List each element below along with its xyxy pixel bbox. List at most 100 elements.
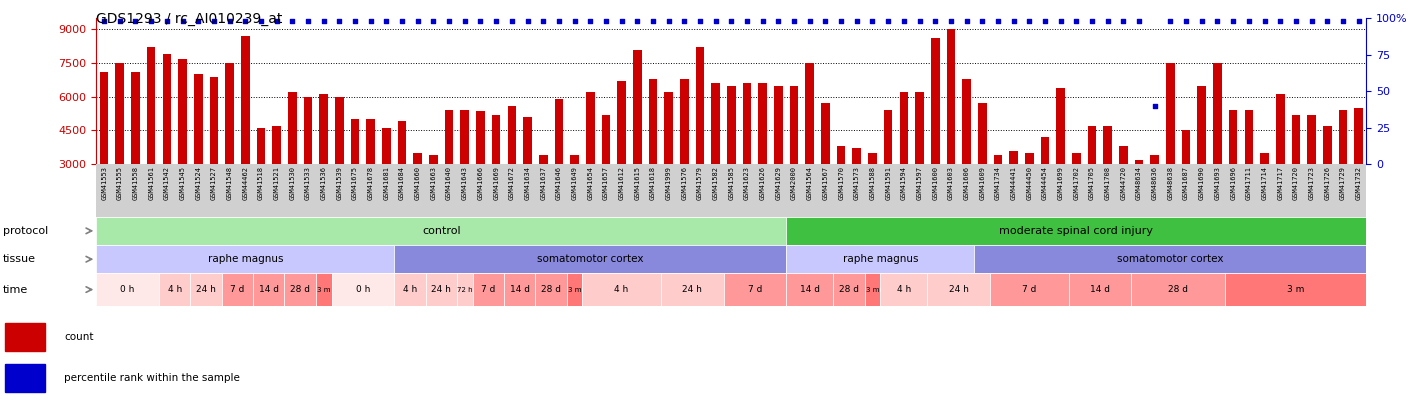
Text: GSM42000: GSM42000 (792, 166, 797, 200)
Text: 14 d: 14 d (1090, 285, 1110, 294)
Bar (994, 155, 1003, 164)
Text: GSM44454: GSM44454 (1042, 166, 1048, 200)
Text: 28 d: 28 d (541, 285, 561, 294)
Point (1191, 18, 1214, 24)
Point (280, 18, 303, 24)
Text: 4 h: 4 h (167, 285, 181, 294)
Text: time: time (3, 285, 28, 294)
Text: GSM41548: GSM41548 (227, 166, 232, 200)
Text: GSM41623: GSM41623 (743, 166, 750, 200)
Bar (253, 273, 285, 306)
Text: GSM41539: GSM41539 (337, 166, 343, 200)
Point (1065, 18, 1087, 24)
Bar (287, 92, 296, 164)
Text: GSM41615: GSM41615 (634, 166, 640, 200)
Bar (881, 273, 927, 306)
Text: GSM41687: GSM41687 (1184, 166, 1189, 200)
Point (1003, 18, 1025, 24)
Text: raphe magnus: raphe magnus (208, 254, 283, 264)
Point (579, 18, 602, 24)
Text: somatomotor cortex: somatomotor cortex (537, 254, 643, 264)
Bar (1245, 110, 1253, 164)
Text: tissue: tissue (3, 254, 35, 264)
Point (391, 18, 413, 24)
Bar (566, 273, 582, 306)
Text: GSM41594: GSM41594 (901, 166, 906, 200)
Point (1331, 18, 1354, 24)
Bar (1229, 110, 1238, 164)
Text: GSM41533: GSM41533 (304, 166, 312, 200)
Bar (163, 54, 171, 164)
Point (1253, 18, 1276, 24)
Point (845, 18, 868, 24)
Bar (426, 273, 457, 306)
Text: GSM48638: GSM48638 (1167, 166, 1174, 200)
Text: GSM41711: GSM41711 (1246, 166, 1252, 200)
Text: GSM41606: GSM41606 (963, 166, 970, 200)
Point (1347, 18, 1369, 24)
Bar (4, 324, 45, 351)
Point (156, 18, 178, 24)
Text: GSM41618: GSM41618 (650, 166, 656, 200)
Bar (225, 63, 234, 164)
Text: GSM41585: GSM41585 (728, 166, 735, 200)
Text: GSM41690: GSM41690 (1199, 166, 1205, 200)
Bar (963, 79, 971, 164)
Point (1096, 18, 1119, 24)
Text: percentile rank within the sample: percentile rank within the sample (65, 373, 241, 383)
Point (109, 18, 132, 24)
Text: 3 m: 3 m (317, 287, 330, 292)
Bar (1056, 88, 1065, 164)
Point (956, 18, 978, 24)
Bar (743, 83, 752, 164)
Text: GSM41681: GSM41681 (384, 166, 389, 200)
Point (971, 18, 994, 24)
Text: 3 m: 3 m (1287, 285, 1304, 294)
Bar (336, 97, 344, 164)
Bar (868, 153, 877, 164)
Point (1175, 18, 1198, 24)
Point (125, 18, 147, 24)
Point (610, 18, 633, 24)
Bar (272, 126, 280, 164)
Point (940, 18, 963, 24)
Text: GSM41660: GSM41660 (415, 166, 421, 200)
Text: GSM41643: GSM41643 (462, 166, 467, 200)
Bar (633, 50, 641, 164)
Text: GSM41518: GSM41518 (258, 166, 263, 200)
Bar (1131, 273, 1225, 306)
Text: 24 h: 24 h (197, 285, 217, 294)
Text: 28 d: 28 d (1168, 285, 1188, 294)
Bar (806, 63, 814, 164)
Text: GSM41678: GSM41678 (368, 166, 374, 200)
Text: GSM41561: GSM41561 (149, 166, 154, 200)
Bar (190, 273, 222, 306)
Bar (649, 79, 657, 164)
Point (595, 18, 617, 24)
Text: 4 h: 4 h (402, 285, 418, 294)
Bar (990, 273, 1069, 306)
Text: GSM41714: GSM41714 (1262, 166, 1267, 200)
Point (564, 18, 586, 24)
Text: GSM41558: GSM41558 (133, 166, 139, 200)
Bar (1150, 155, 1160, 164)
Bar (695, 47, 704, 164)
Text: 7 d: 7 d (481, 285, 496, 294)
Text: GSM41657: GSM41657 (603, 166, 609, 200)
Text: 3 m: 3 m (568, 287, 582, 292)
Bar (476, 111, 484, 164)
Text: 0 h: 0 h (120, 285, 135, 294)
Text: GSM41999: GSM41999 (666, 166, 671, 200)
Point (673, 18, 695, 24)
Bar (837, 146, 845, 164)
Text: GSM41527: GSM41527 (211, 166, 217, 200)
Text: GSM41573: GSM41573 (854, 166, 860, 200)
Bar (316, 273, 331, 306)
Bar (99, 72, 109, 164)
Bar (1087, 126, 1096, 164)
Bar (194, 74, 202, 164)
Text: GSM41536: GSM41536 (320, 166, 327, 200)
Point (171, 18, 194, 24)
Text: GSM41654: GSM41654 (588, 166, 593, 200)
Text: GSM41582: GSM41582 (712, 166, 719, 200)
